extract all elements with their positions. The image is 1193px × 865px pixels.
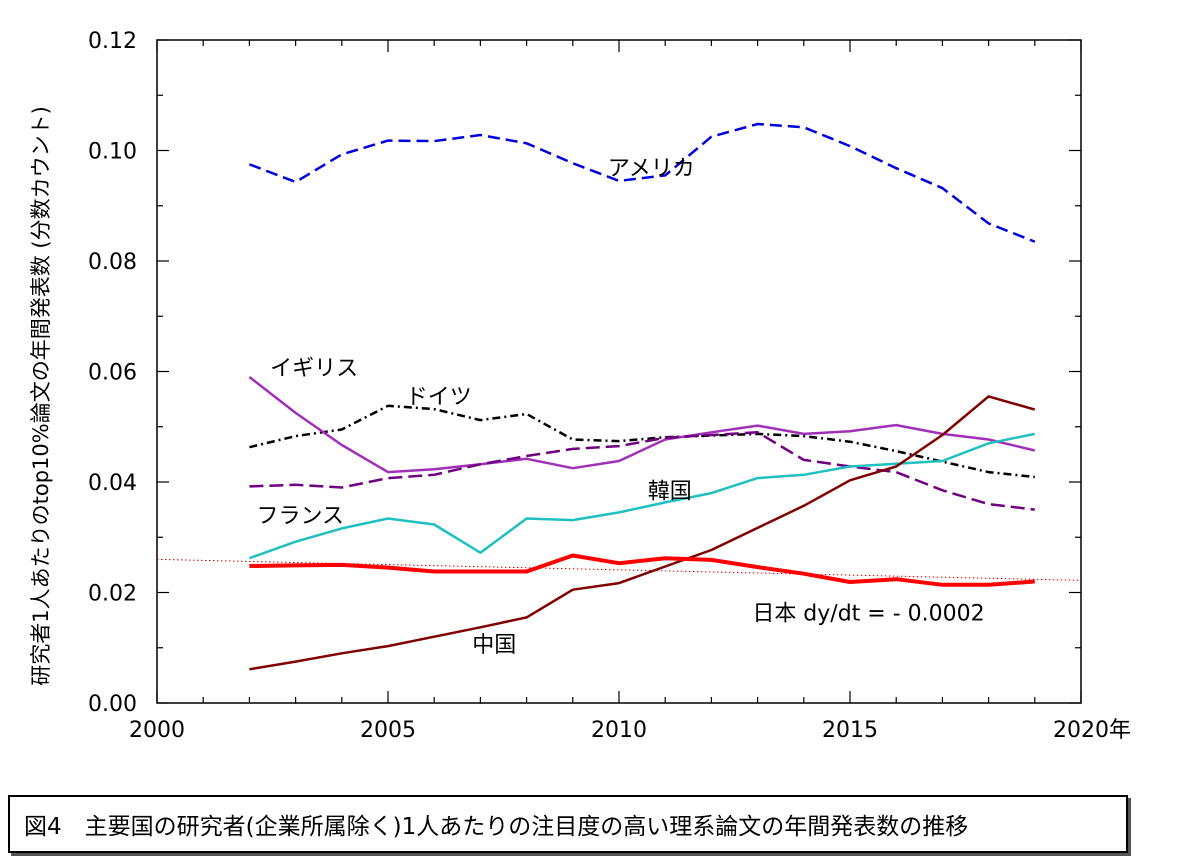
- y-tick-label: 0.10: [88, 140, 137, 165]
- x-tick-label: 2005: [360, 718, 416, 743]
- series-label: ドイツ: [406, 385, 472, 410]
- series-label: 日本 dy/dt = - 0.0002: [752, 601, 984, 626]
- figure-caption: 図4 主要国の研究者(企業所属除く)1人あたりの注目度の高い理系論文の年間発表数…: [24, 814, 969, 840]
- series-label: イギリス: [270, 357, 358, 382]
- y-axis-ticks: 0.00 0.02 0.04 0.06 0.08 0.10 0.12: [88, 29, 1081, 717]
- x-tick-label: 2015: [822, 718, 878, 743]
- y-tick-label: 0.08: [88, 250, 137, 275]
- series-label: 中国: [472, 633, 516, 658]
- series-line: [248, 432, 1036, 560]
- x-tick-label: 2000: [129, 718, 185, 743]
- series-label: アメリカ: [608, 157, 695, 182]
- series-line: [249, 553, 1035, 587]
- series-label: フランス: [256, 504, 344, 529]
- line-chart: 0.00 0.02 0.04 0.06 0.08 0.10 0.12 2000 2005 201…: [29, 29, 1131, 743]
- figure-caption-box: 図4 主要国の研究者(企業所属除く)1人あたりの注目度の高い理系論文の年間発表数…: [8, 795, 1128, 853]
- x-axis-ticks: 2000 2005 2010 2015 2020年: [129, 40, 1131, 743]
- y-tick-label: 0.00: [88, 692, 137, 717]
- x-tick-label: 2020年: [1053, 718, 1131, 743]
- y-tick-label: 0.02: [88, 582, 137, 607]
- series-layer: [248, 122, 1036, 671]
- series-label: 韓国: [648, 479, 692, 504]
- y-tick-label: 0.06: [88, 361, 137, 386]
- series-line: [248, 122, 1036, 243]
- series-line: [249, 395, 1036, 671]
- y-axis-label: 研究者1人あたりのtop10%論文の年間発表数 (分数カウント): [29, 106, 53, 686]
- series-line: [249, 404, 1035, 479]
- y-tick-label: 0.04: [88, 471, 137, 496]
- series-line: [249, 431, 1035, 511]
- y-tick-label: 0.12: [88, 29, 137, 54]
- series-line: [248, 376, 1036, 474]
- x-tick-label: 2010: [591, 718, 647, 743]
